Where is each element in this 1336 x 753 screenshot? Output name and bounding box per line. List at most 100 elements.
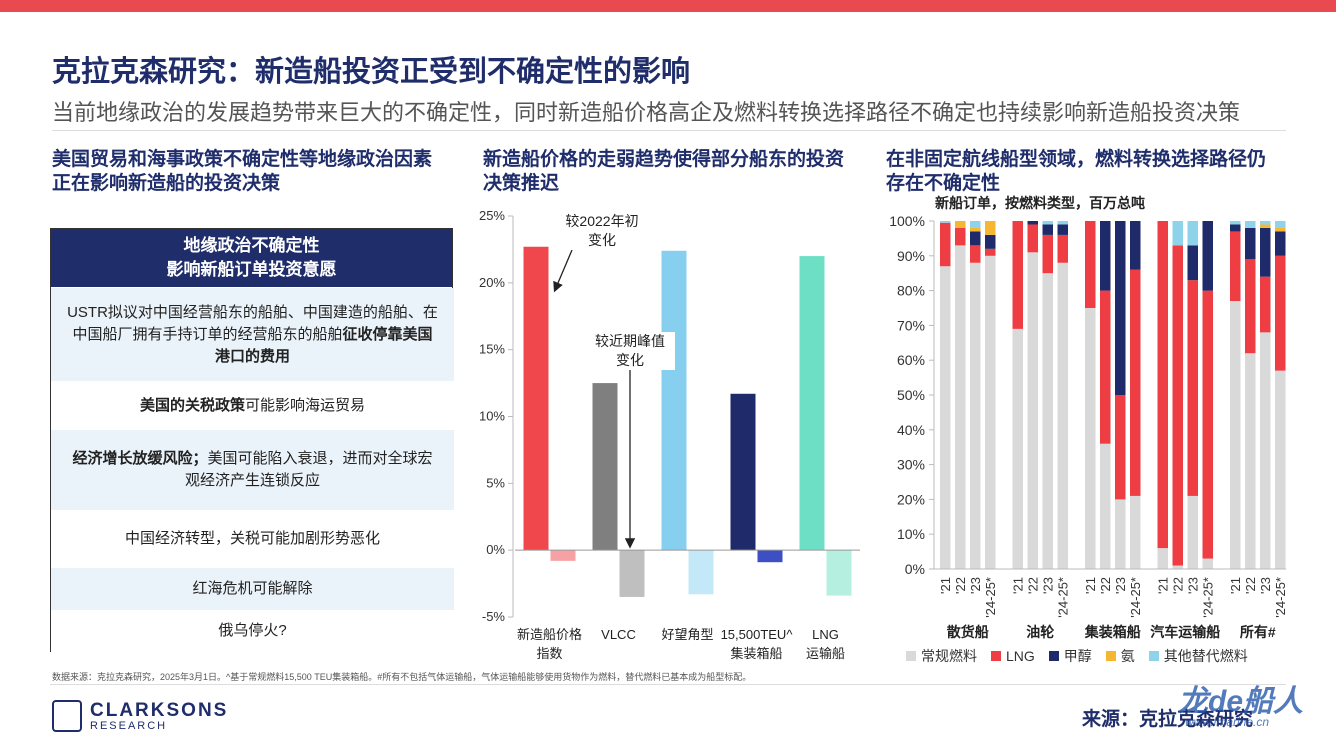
row-text: 俄乌停火? [218, 620, 286, 642]
y-tick-label: 60% [897, 352, 925, 368]
bar-segment [940, 266, 951, 569]
annotation: 较2022年初 变化 [557, 212, 647, 250]
bar-segment [1275, 255, 1286, 371]
group-label: 油轮 [1026, 624, 1054, 640]
table-header-line: 地缘政治不确定性 [183, 236, 320, 255]
bar-segment [1100, 290, 1111, 444]
legend-label: 常规燃料 [921, 648, 977, 664]
bar-segment [955, 221, 966, 228]
x-tick-label: '22 [1098, 577, 1113, 594]
bar [826, 550, 852, 596]
bar-segment [940, 222, 951, 267]
row-text: 经济增长放缓风险；美国可能陷入衰退，进而对全球宏观经济产生连锁反应 [65, 448, 440, 492]
table-header: 地缘政治不确定性 影响新船订单投资意愿 [51, 229, 452, 287]
bar-segment [955, 245, 966, 570]
x-tick-label: '22 [1171, 577, 1186, 594]
bar-segment [1202, 558, 1213, 569]
table-header-line: 影响新船订单投资意愿 [166, 260, 337, 279]
x-tick-label: '22 [953, 577, 968, 594]
bar [799, 256, 825, 551]
bar-segment [1012, 328, 1023, 569]
bar-segment [1187, 221, 1198, 246]
bar-segment [1157, 221, 1168, 549]
legend-label: 氨 [1120, 648, 1135, 664]
footnote: 数据来源：克拉克森研究，2025年3月1日。^基于常规燃料15,500 TEU集… [52, 672, 752, 682]
bar-segment [1245, 259, 1256, 354]
bar-segment [1057, 221, 1068, 225]
y-tick-label: 20% [897, 491, 925, 507]
bar-segment [955, 227, 966, 246]
legend-item: LNG [991, 646, 1035, 666]
x-tick-label: '21 [938, 577, 953, 594]
y-tick-label: 40% [897, 422, 925, 438]
bar-segment [1230, 224, 1241, 232]
row-text: 中国经济转型，关税可能加剧形势恶化 [125, 528, 380, 550]
bar-segment [1260, 332, 1271, 569]
x-tick-label: '24-25* [1128, 577, 1143, 618]
chart-title: 新船订单，按燃料类型，百万总吨 [935, 195, 1145, 211]
divider [52, 130, 1286, 131]
bar-segment [1115, 395, 1126, 500]
right-heading: 在非固定航线船型领域，燃料转换选择路径仍存在不确定性 [886, 149, 1267, 194]
bar-segment [1115, 221, 1126, 395]
bar-segment [1130, 269, 1141, 496]
bar-segment [1115, 499, 1126, 569]
group-label: 集装箱船 [1084, 624, 1141, 640]
bar-segment [1245, 227, 1256, 260]
y-tick-label: 80% [897, 283, 925, 299]
y-tick-label: 15% [479, 342, 505, 357]
legend-swatch [1048, 651, 1059, 661]
table-row: 美国的关税政策可能影响海运贸易 [51, 381, 454, 430]
bar-segment [970, 227, 981, 232]
x-tick-label: '23 [968, 577, 983, 594]
legend-swatch [1148, 651, 1159, 661]
bar-segment [970, 245, 981, 263]
row-text-part: USTR拟议对中国经营船东的船舶、中国建造的船舶、在中国船厂拥有手持订单的经营船… [67, 303, 438, 343]
bar-segment [1202, 290, 1213, 559]
legend-label: LNG [1006, 648, 1035, 664]
watermark: 龙de船人 [1178, 685, 1304, 718]
bar-segment [985, 234, 996, 249]
x-tick-label: LNG 运输船 [805, 627, 845, 661]
table: 地缘政治不确定性 影响新船订单投资意愿 USTR拟议对中国经营船东的船舶、中国建造的… [50, 228, 454, 652]
bar-segment [1245, 221, 1256, 228]
x-tick-label: '21 [1083, 577, 1098, 594]
bar-segment [1012, 221, 1023, 329]
y-tick-label: 25% [479, 208, 505, 223]
bar-segment [1260, 227, 1271, 277]
table-row: 经济增长放缓风险；美国可能陷入衰退，进而对全球宏观经济产生连锁反应 [51, 430, 454, 510]
row-text-part: 可能影响海运贸易 [245, 396, 366, 414]
y-tick-label: 0% [486, 542, 505, 557]
table-row: 中国经济转型，关税可能加剧形势恶化 [51, 510, 454, 568]
logo: CLARKSONS [90, 700, 229, 721]
bar-segment [1230, 301, 1241, 569]
left-heading: 美国贸易和海事政策不确定性等地缘政治因素正在影响新造船的投资决策 [52, 149, 433, 194]
x-tick-label: '23 [1258, 577, 1273, 594]
bar-segment [970, 262, 981, 569]
x-tick-label: '24-25* [1056, 577, 1071, 618]
bar [619, 550, 645, 597]
bar-segment [940, 221, 951, 223]
bar-segment [1275, 221, 1286, 228]
bar-segment [1187, 245, 1198, 281]
x-tick-label: 新造船价格 指数 [516, 627, 582, 661]
source: 来源：克拉克森研究 [1082, 709, 1254, 730]
bar-segment [1042, 273, 1053, 569]
x-tick-label: '23 [1186, 577, 1201, 594]
bar-segment [1085, 308, 1096, 569]
bar [592, 383, 618, 551]
bar-segment [1172, 245, 1183, 566]
legend: 常规燃料 LNG 甲醇 氨 其他替代燃料 [906, 646, 1248, 666]
bar [688, 550, 714, 595]
group-label: 汽车运输船 [1150, 624, 1220, 640]
x-tick-label: '24-25* [983, 577, 998, 618]
annotation-arrow [553, 249, 573, 293]
legend-swatch [991, 651, 1001, 661]
bar-segment [1187, 495, 1198, 569]
bar [523, 246, 549, 551]
y-tick-label: 70% [897, 317, 925, 333]
bar-segment [1130, 221, 1141, 270]
bar-segment [1260, 221, 1271, 225]
